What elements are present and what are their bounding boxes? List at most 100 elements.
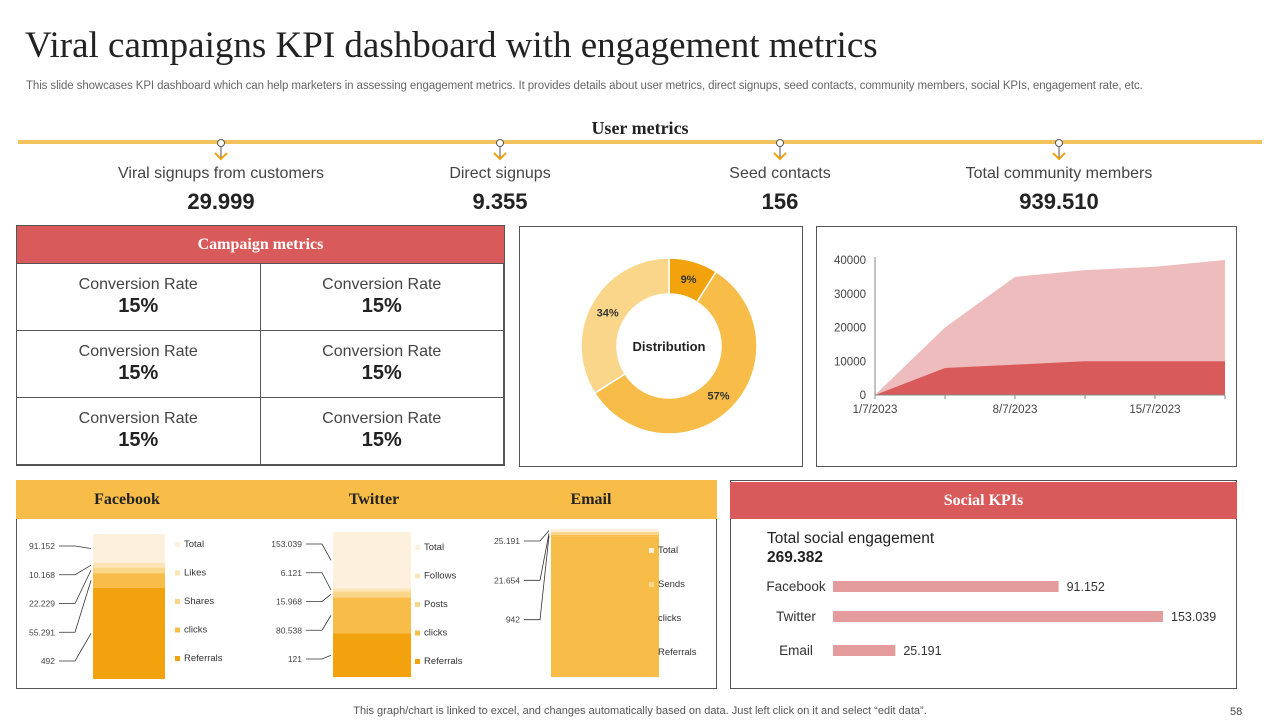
- bar-category-label: Twitter: [776, 609, 816, 624]
- data-label: 91.152: [29, 541, 55, 551]
- leader-line: [524, 533, 550, 581]
- data-label: 121: [288, 654, 302, 664]
- social-kpis-header: Social KPIs: [730, 482, 1237, 519]
- stack-segment: [333, 591, 411, 598]
- leader-line: [59, 545, 92, 549]
- pin-icon: [773, 139, 787, 161]
- data-label: 25.191: [494, 536, 520, 546]
- legend-swatch: [175, 542, 180, 547]
- y-tick-label: 40000: [834, 255, 866, 267]
- cell-value: 15%: [361, 295, 402, 317]
- data-label: 942: [506, 615, 520, 625]
- metric-label: Viral signups from customers: [118, 165, 324, 182]
- metric-value: 29.999: [187, 189, 255, 214]
- cell-label: Conversion Rate: [322, 343, 442, 360]
- user-metrics-label: User metrics: [591, 118, 689, 138]
- metric-label: Direct signups: [449, 165, 551, 182]
- campaign-metric-cell: Conversion Rate 15%: [259, 330, 504, 398]
- leader-line: [59, 633, 92, 662]
- cell-value: 15%: [118, 362, 159, 384]
- stack-segment: [93, 587, 165, 679]
- y-tick-label: 10000: [834, 356, 866, 368]
- bar-value-label: 25.191: [903, 644, 941, 658]
- x-tick-label: 15/7/2023: [1129, 404, 1180, 416]
- legend-swatch: [415, 545, 420, 550]
- campaign-metric-cell: Conversion Rate 15%: [16, 330, 261, 398]
- data-label: 6.121: [281, 568, 303, 578]
- legend-swatch: [415, 630, 420, 636]
- cell-label: Conversion Rate: [322, 276, 442, 293]
- legend-swatch: [649, 616, 654, 621]
- social-total-label: Total social engagement: [767, 530, 935, 547]
- stack-segment: [93, 563, 165, 568]
- legend-label: Total: [658, 545, 678, 556]
- stack-segment: [93, 534, 165, 563]
- y-tick-label: 0: [860, 390, 866, 402]
- legend-swatch: [175, 570, 180, 576]
- page-subtitle: This slide showcases KPI dashboard which…: [26, 80, 1143, 92]
- leader-line: [59, 580, 92, 633]
- area-panel: 0 10000 20000 30000 40000 1/7/2023 8/7/2023 15/…: [816, 226, 1237, 467]
- leader-line: [306, 615, 332, 631]
- stack-segment: [551, 529, 659, 532]
- data-label: 492: [41, 656, 55, 666]
- donut-center-label: Distribution: [633, 339, 706, 354]
- data-label: 10.168: [29, 570, 55, 580]
- legend-label: Referrals: [424, 656, 463, 667]
- leader-line: [524, 535, 550, 621]
- donut-slice: [593, 270, 758, 435]
- twitter-title: Twitter: [348, 491, 400, 508]
- legend-swatch: [415, 573, 420, 579]
- leader-line: [524, 530, 550, 542]
- channels-header: Facebook Twitter Email: [16, 480, 717, 519]
- donut-chart: 9% 57% 34% Distribution: [580, 257, 758, 435]
- legend-label: Total: [184, 539, 204, 550]
- leader-line: [59, 564, 92, 576]
- metric-value: 156: [761, 189, 799, 214]
- leader-line: [306, 572, 332, 591]
- campaign-metric-cell: Conversion Rate 15%: [16, 397, 261, 465]
- area-chart: 0 10000 20000 30000 40000 1/7/2023 8/7/2023 15/…: [834, 255, 1226, 416]
- cell-label: Conversion Rate: [78, 276, 198, 293]
- legend-label: Referrals: [184, 653, 223, 664]
- legend-swatch: [415, 602, 420, 607]
- data-label: 22.229: [29, 599, 55, 609]
- metric-value: 939.510: [1019, 189, 1099, 214]
- legend-label: Referrals: [658, 647, 697, 658]
- bar-category-label: Email: [779, 643, 813, 658]
- data-label: 55.291: [29, 627, 55, 637]
- legend-label: Posts: [424, 599, 448, 610]
- bar: [833, 581, 1059, 592]
- metric-community-members: Total community members 939.510: [929, 165, 1189, 215]
- page-title: Viral campaigns KPI dashboard with engag…: [25, 25, 878, 66]
- metric-viral-signups: Viral signups from customers 29.999: [91, 165, 351, 215]
- legend-label: Total: [424, 542, 444, 553]
- campaign-metrics-header: Campaign metrics: [16, 225, 505, 264]
- metric-label: Total community members: [965, 165, 1153, 182]
- legend-label: Shares: [184, 596, 214, 607]
- stack-segment: [333, 588, 411, 592]
- social-bar-chart: Total social engagement 269.382 Facebook 91…: [766, 530, 1216, 658]
- donut-slice-label: 34%: [597, 307, 619, 319]
- data-label: 21.654: [494, 575, 520, 585]
- leader-line: [59, 570, 92, 604]
- legend-swatch: [649, 548, 654, 553]
- bar-value-label: 153.039: [1171, 610, 1216, 624]
- stack-segment: [93, 573, 165, 588]
- leader-line: [306, 594, 332, 602]
- leader-line: [306, 654, 332, 660]
- campaign-metric-cell: Conversion Rate 15%: [16, 263, 261, 331]
- data-label: 80.538: [276, 625, 302, 635]
- legend-swatch: [175, 599, 180, 604]
- donut-panel: 9% 57% 34% Distribution: [519, 226, 803, 467]
- x-tick-label: 1/7/2023: [853, 404, 898, 416]
- legend-swatch: [415, 659, 420, 664]
- legend-label: Sends: [658, 579, 685, 590]
- donut-slice-label: 57%: [707, 390, 729, 402]
- metric-seed-contacts: Seed contacts 156: [650, 165, 910, 215]
- cell-value: 15%: [361, 429, 402, 451]
- pin-icon: [1052, 139, 1066, 161]
- user-metrics-line: [18, 140, 1262, 144]
- metric-value: 9.355: [472, 189, 528, 214]
- leader-line: [306, 543, 332, 561]
